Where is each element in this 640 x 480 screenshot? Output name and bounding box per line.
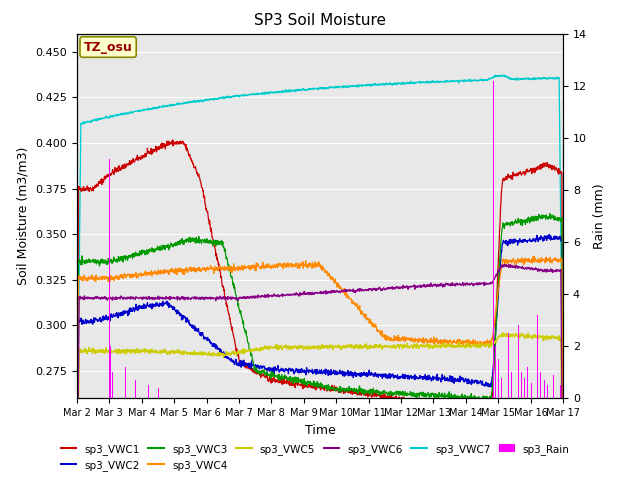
Title: SP3 Soil Moisture: SP3 Soil Moisture [254,13,386,28]
X-axis label: Time: Time [305,424,335,437]
Y-axis label: Soil Moisture (m3/m3): Soil Moisture (m3/m3) [17,147,29,285]
Legend: sp3_VWC1, sp3_VWC2, sp3_VWC3, sp3_VWC4, sp3_VWC5, sp3_VWC6, sp3_VWC7, sp3_Rain: sp3_VWC1, sp3_VWC2, sp3_VWC3, sp3_VWC4, … [56,439,574,475]
Text: TZ_osu: TZ_osu [84,40,132,54]
Y-axis label: Rain (mm): Rain (mm) [593,183,605,249]
